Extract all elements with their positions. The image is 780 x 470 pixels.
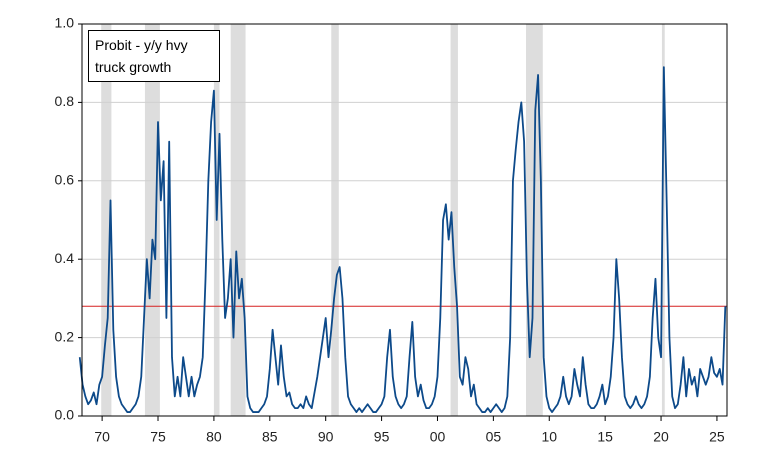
y-tick-label: 0.8: [55, 93, 75, 109]
recession-shade: [230, 24, 246, 416]
recession-shade: [450, 24, 458, 416]
x-tick-label: 25: [709, 429, 725, 445]
y-tick-label: 0.6: [55, 172, 75, 188]
x-tick-label: 15: [597, 429, 613, 445]
series-line: [78, 66, 727, 413]
x-tick-label: 10: [541, 429, 557, 445]
y-tick-label: 0.2: [55, 328, 75, 344]
plot-background: [82, 24, 727, 416]
x-tick-label: 90: [318, 429, 334, 445]
recession-shade: [331, 24, 339, 416]
y-tick-label: 0.0: [55, 407, 75, 423]
recession-shade: [144, 24, 160, 416]
x-tick-label: 05: [486, 429, 502, 445]
y-tick-label: 1.0: [55, 15, 75, 31]
x-tick-label: 20: [653, 429, 669, 445]
x-tick-label: 85: [262, 429, 278, 445]
x-tick-label: 75: [150, 429, 166, 445]
recession-shade: [661, 24, 665, 416]
x-tick-label: 00: [430, 429, 446, 445]
plot-frame: [81, 23, 728, 417]
x-tick-label: 95: [374, 429, 390, 445]
y-tick-label: 0.4: [55, 250, 75, 266]
x-tick-label: 80: [206, 429, 222, 445]
legend: Probit - y/y hvy truck growth: [88, 30, 220, 82]
recession-shade: [101, 24, 112, 416]
x-tick-label: 70: [94, 429, 110, 445]
